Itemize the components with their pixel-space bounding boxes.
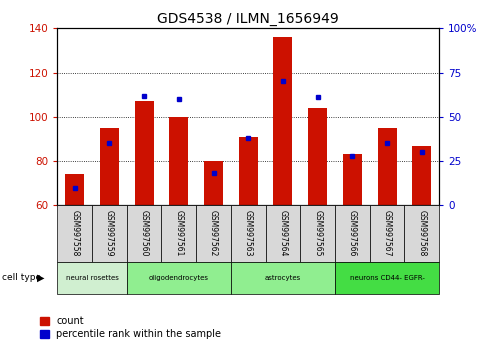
Bar bbox=[65, 174, 84, 205]
Text: GSM997567: GSM997567 bbox=[383, 210, 392, 257]
Text: GSM997562: GSM997562 bbox=[209, 210, 218, 257]
Bar bbox=[231, 205, 265, 262]
Bar bbox=[378, 128, 397, 205]
Text: GSM997565: GSM997565 bbox=[313, 210, 322, 257]
Bar bbox=[127, 262, 231, 294]
Text: oligodendrocytes: oligodendrocytes bbox=[149, 275, 209, 281]
Text: ▶: ▶ bbox=[37, 273, 45, 283]
Bar bbox=[404, 205, 439, 262]
Bar bbox=[300, 205, 335, 262]
Text: GSM997560: GSM997560 bbox=[140, 210, 149, 257]
Bar bbox=[308, 108, 327, 205]
Text: GSM997563: GSM997563 bbox=[244, 210, 253, 257]
Bar bbox=[335, 205, 370, 262]
Bar bbox=[231, 262, 335, 294]
Text: astrocytes: astrocytes bbox=[265, 275, 301, 281]
Bar bbox=[162, 205, 196, 262]
Legend: count, percentile rank within the sample: count, percentile rank within the sample bbox=[40, 316, 222, 339]
Title: GDS4538 / ILMN_1656949: GDS4538 / ILMN_1656949 bbox=[157, 12, 339, 26]
Bar bbox=[239, 137, 258, 205]
Text: GSM997561: GSM997561 bbox=[174, 210, 183, 257]
Bar bbox=[343, 154, 362, 205]
Text: GSM997558: GSM997558 bbox=[70, 210, 79, 257]
Bar bbox=[135, 101, 154, 205]
Bar bbox=[412, 145, 431, 205]
Bar bbox=[196, 205, 231, 262]
Bar bbox=[204, 161, 223, 205]
Text: GSM997568: GSM997568 bbox=[417, 210, 426, 257]
Text: cell type: cell type bbox=[2, 273, 41, 282]
Bar bbox=[127, 205, 162, 262]
Bar bbox=[57, 205, 92, 262]
Text: neurons CD44- EGFR-: neurons CD44- EGFR- bbox=[350, 275, 425, 281]
Bar bbox=[100, 128, 119, 205]
Bar bbox=[273, 37, 292, 205]
Text: GSM997566: GSM997566 bbox=[348, 210, 357, 257]
Bar bbox=[169, 117, 189, 205]
Bar bbox=[335, 262, 439, 294]
Bar bbox=[92, 205, 127, 262]
Text: neural rosettes: neural rosettes bbox=[66, 275, 119, 281]
Text: GSM997559: GSM997559 bbox=[105, 210, 114, 257]
Text: GSM997564: GSM997564 bbox=[278, 210, 287, 257]
Bar bbox=[265, 205, 300, 262]
Bar bbox=[57, 262, 127, 294]
Bar bbox=[370, 205, 404, 262]
